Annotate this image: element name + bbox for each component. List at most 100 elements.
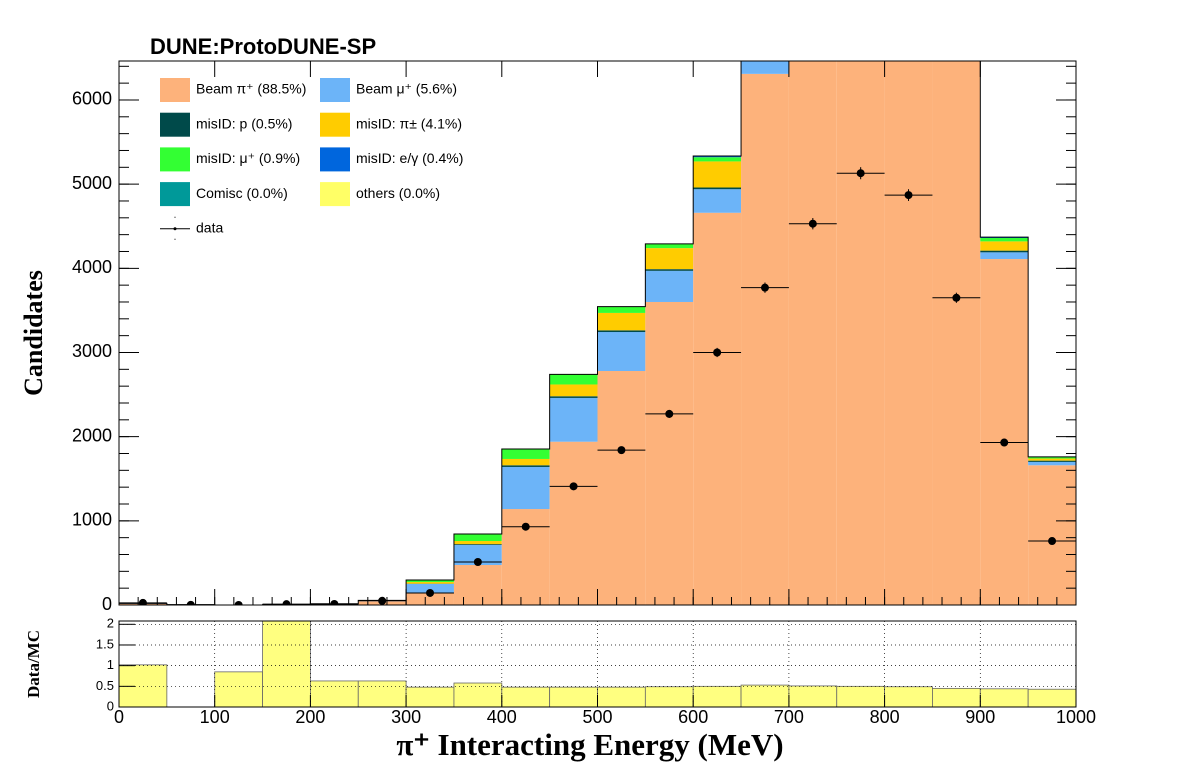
histogram-segment [597,312,646,331]
ratio-bar [262,621,311,707]
ratio-marks [119,621,1076,707]
histogram-segment [501,465,550,467]
y-tick-label: 5000 [72,173,112,193]
data-point [282,600,291,605]
x-tick-label: 700 [774,707,804,727]
histogram-segment [980,238,1029,242]
histogram-segment [549,384,598,397]
histogram-segment [645,301,694,605]
y-tick-label: 0 [102,594,112,614]
histogram-segment [693,157,742,162]
histogram-segment [1028,461,1076,466]
histogram-segment [693,189,742,213]
legend-label: misID: e/γ (0.4%) [356,150,463,166]
x-tick-label: 800 [870,707,900,727]
legend-swatch [320,112,350,137]
legend-label: Comisc (0.0%) [196,185,288,201]
histogram-segment [597,306,646,313]
legend-label: Beam μ⁺ (5.6%) [356,81,457,97]
histogram-segment [980,252,1029,260]
histogram-segment [597,332,646,372]
data-point [1048,537,1057,546]
histogram-segment [406,582,454,584]
legend-label: misID: μ⁺ (0.9%) [196,150,300,166]
histogram-segment [741,7,789,12]
histogram-segment [597,371,646,605]
y-tick-label: 6000 [72,89,112,109]
ratio-bar [214,671,263,707]
ratio-bar [309,680,359,707]
histogram-segment [741,61,789,74]
histogram-segment [645,270,694,302]
legend-swatch [160,182,190,207]
legend-swatch [160,112,190,137]
data-point [569,482,578,491]
histogram-segment [453,544,502,545]
histogram-segment [501,458,550,466]
histogram-segment [693,187,742,190]
data-point [713,348,722,357]
ratio-bar [597,686,646,707]
ratio-bar [405,686,455,707]
ratio-bar [788,685,838,707]
data-point [617,446,626,455]
ratio-bar [740,684,790,707]
data-point [760,283,769,292]
x-tick-label: 100 [200,707,230,727]
histogram-segment [741,38,789,41]
histogram-segment [1028,465,1076,605]
ratio-bar [357,680,407,707]
histogram-segment [453,544,502,566]
y-tick-label: 2000 [72,425,112,445]
histogram-segment [549,396,598,398]
histogram-segment [980,250,1029,253]
ratio-frame [118,620,1077,708]
data-point [330,599,339,605]
x-tick-label: 300 [391,707,421,727]
data-point [521,522,530,531]
histogram-segment [980,241,1029,251]
data-point [665,409,674,418]
ratio-y-tick-label: 1.5 [96,636,114,651]
ratio-bar [836,685,885,707]
ratio-bar [501,686,551,707]
histogram-segment [549,397,598,442]
x-tick-label: 500 [582,707,612,727]
data-point [138,598,147,605]
main-frame [118,60,1077,606]
histogram-segment [549,374,598,385]
histogram-segment [645,243,694,249]
histogram-segment [741,5,789,7]
legend-swatch [320,78,350,102]
histogram-segment [980,259,1029,605]
histogram-segment [741,12,789,37]
ratio-bar [1027,688,1076,707]
ratio-bar [692,685,742,707]
legend-label: others (0.0%) [356,185,440,201]
ratio-bar [979,688,1029,707]
histogram-segment [1028,458,1076,461]
y-tick-label: 1000 [72,510,112,530]
legend-label: misID: p (0.5%) [196,115,292,131]
ratio-y-axis-label: Data/MC [24,630,43,698]
ratio-bar [884,686,933,707]
data-point [952,293,961,302]
ratio-bar [932,687,981,707]
data-point [808,219,817,228]
data-point [904,191,913,200]
ratio-y-tick-label: 1 [107,657,114,672]
legend-label: Beam π⁺ (88.5%) [196,81,306,97]
legend-label: misID: π± (4.1%) [356,115,462,131]
main-marks [119,5,1076,605]
x-tick-label: 0 [114,707,124,727]
data-point [473,557,482,566]
x-tick-label: 200 [295,707,325,727]
histogram-segment [406,580,454,583]
histogram-segment [693,161,742,188]
histogram-segment [501,449,550,459]
y-axis-label: Candidates [19,270,48,396]
legend-swatch [320,147,350,172]
histogram-segment [836,61,885,605]
